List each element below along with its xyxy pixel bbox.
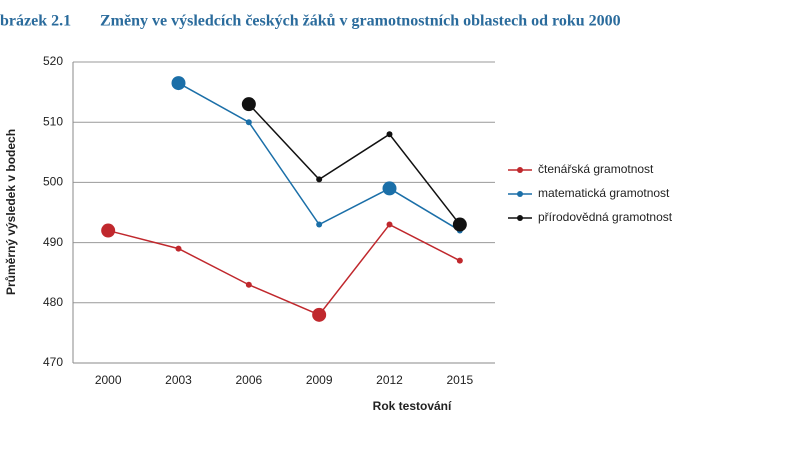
chart-title: Změny ve výsledcích českých žáků v gramo… — [100, 13, 621, 30]
y-tick-label: 510 — [43, 114, 63, 128]
data-point — [386, 131, 393, 138]
series-line — [107, 223, 461, 316]
legend-marker — [517, 167, 523, 173]
data-point — [241, 97, 256, 112]
x-tick-label: 2009 — [306, 373, 333, 387]
legend-label: přírodovědná gramotnost — [538, 210, 673, 224]
legend-label: čtenářská gramotnost — [538, 162, 654, 176]
data-point — [312, 307, 327, 322]
data-point — [456, 257, 463, 264]
legend-marker — [517, 215, 523, 221]
x-tick-label: 2006 — [235, 373, 262, 387]
x-tick-label: 2015 — [446, 373, 473, 387]
data-point — [316, 176, 323, 183]
data-point — [101, 223, 116, 238]
x-tick-label: 2012 — [376, 373, 403, 387]
x-tick-label: 2000 — [95, 373, 122, 387]
y-tick-label: 490 — [43, 235, 63, 249]
data-point — [386, 221, 393, 228]
legend-label: matematická gramotnost — [538, 186, 670, 200]
data-point — [245, 119, 252, 126]
series-line — [178, 82, 461, 232]
data-point — [171, 76, 186, 91]
data-point — [452, 217, 467, 232]
y-axis-title: Průměrný výsledek v bodech — [4, 129, 18, 295]
y-tick-label: 470 — [43, 355, 63, 369]
data-point — [245, 281, 252, 288]
y-tick-label: 500 — [43, 175, 63, 189]
data-point — [316, 221, 323, 228]
x-axis-title: Rok testování — [373, 399, 452, 413]
x-tick-label: 2003 — [165, 373, 192, 387]
legend-marker — [517, 191, 523, 197]
series-line — [248, 103, 461, 226]
figure-label: brázek 2.1 — [0, 13, 71, 30]
y-tick-label: 520 — [43, 54, 63, 68]
data-point — [175, 245, 182, 252]
data-point — [382, 181, 397, 196]
y-tick-label: 480 — [43, 295, 63, 309]
